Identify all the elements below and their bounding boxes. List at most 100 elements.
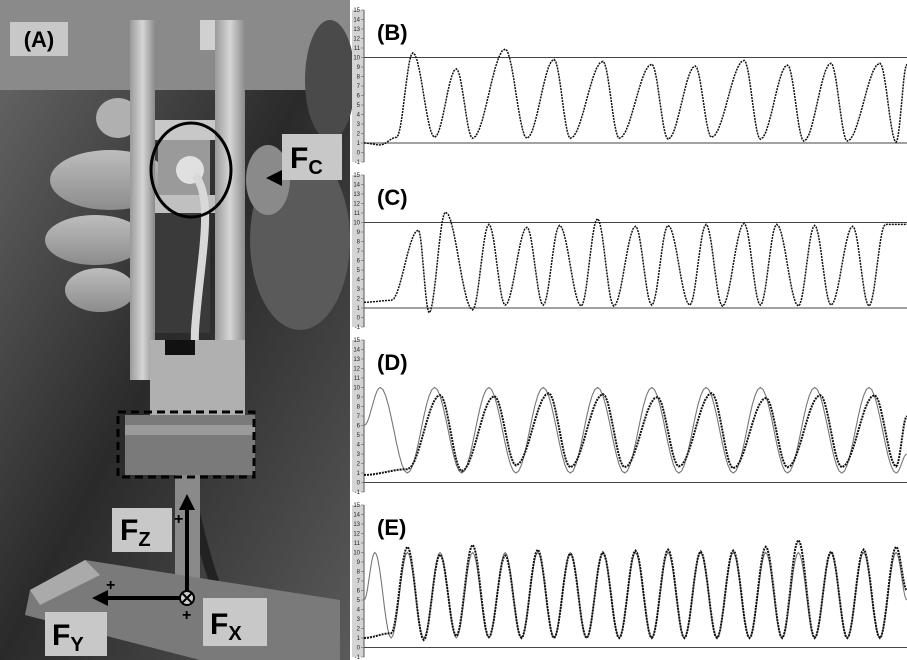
y-tick-label: 4 bbox=[357, 443, 361, 449]
y-tick-label: -1 bbox=[355, 160, 361, 166]
y-tick-label: 7 bbox=[357, 249, 361, 255]
series-line-dotted bbox=[364, 210, 907, 315]
y-tick-label: 14 bbox=[353, 183, 360, 189]
fc-arrowhead bbox=[266, 170, 282, 186]
y-tick-label: 9 bbox=[357, 230, 361, 236]
sensor-dashed-box bbox=[116, 410, 256, 479]
connector-ellipse bbox=[149, 121, 233, 219]
y-tick-label: 10 bbox=[353, 221, 360, 227]
y-tick-label: 13 bbox=[353, 192, 360, 198]
y-tick-label: 15 bbox=[353, 8, 360, 14]
y-tick-label: 2 bbox=[357, 132, 361, 138]
y-tick-label: 15 bbox=[353, 338, 360, 344]
panel-label: (B) bbox=[377, 20, 408, 45]
panel-label: (D) bbox=[377, 350, 408, 375]
y-tick-label: 3 bbox=[357, 287, 361, 293]
fz-label-box bbox=[112, 508, 172, 552]
fc-label-box bbox=[282, 134, 342, 180]
y-tick-label: 9 bbox=[357, 395, 361, 401]
y-tick-label: 12 bbox=[353, 202, 360, 208]
y-tick-label: 8 bbox=[357, 75, 361, 81]
y-tick-label: 2 bbox=[357, 297, 361, 303]
y-tick-label: 6 bbox=[357, 94, 361, 100]
white-cable bbox=[186, 172, 210, 561]
chart-panel bbox=[352, 340, 907, 492]
y-tick-label: 11 bbox=[354, 376, 361, 382]
y-tick-label: 8 bbox=[357, 405, 361, 411]
y-tick-label: 1 bbox=[357, 471, 361, 477]
y-tick-label: 4 bbox=[357, 113, 361, 119]
y-tick-label: 0 bbox=[357, 316, 361, 322]
y-tick-label: 9 bbox=[357, 560, 361, 566]
y-tick-label: 2 bbox=[357, 627, 361, 633]
y-tick-label: 0 bbox=[357, 151, 361, 157]
y-tick-label: 12 bbox=[353, 532, 360, 538]
y-tick-label: 6 bbox=[357, 259, 361, 265]
y-tick-label: 11 bbox=[354, 211, 361, 217]
y-tick-label: 7 bbox=[357, 579, 361, 585]
y-tick-label: 12 bbox=[353, 37, 360, 43]
y-tick-label: -1 bbox=[355, 490, 361, 496]
fy-label: FY bbox=[52, 619, 84, 656]
y-tick-label: 3 bbox=[357, 122, 361, 128]
y-tick-label: 14 bbox=[353, 513, 360, 519]
fz-arrowhead bbox=[179, 494, 195, 510]
left-hand bbox=[45, 98, 170, 312]
y-tick-label: 11 bbox=[354, 46, 361, 52]
fx-sign: + bbox=[182, 607, 191, 624]
y-tick-label: 1 bbox=[357, 636, 361, 642]
fz-label: FZ bbox=[120, 514, 151, 551]
chart-panel bbox=[352, 175, 907, 327]
y-tick-label: 4 bbox=[357, 608, 361, 614]
y-tick-label: 0 bbox=[357, 481, 361, 487]
y-tick-label: 3 bbox=[357, 452, 361, 458]
fc-label: FC bbox=[290, 142, 323, 179]
y-tick-label: 1 bbox=[357, 306, 361, 312]
y-tick-label: 14 bbox=[353, 348, 360, 354]
y-tick-label: -1 bbox=[355, 655, 361, 660]
y-tick-label: 7 bbox=[357, 84, 361, 90]
y-tick-label: 2 bbox=[357, 462, 361, 468]
y-tick-label: 0 bbox=[357, 646, 361, 652]
y-tick-label: 13 bbox=[353, 27, 360, 33]
y-tick-label: 5 bbox=[357, 598, 361, 604]
fx-label: FX bbox=[210, 608, 242, 645]
y-tick-label: 5 bbox=[357, 433, 361, 439]
y-tick-label: 9 bbox=[357, 65, 361, 71]
y-tick-label: 6 bbox=[357, 424, 361, 430]
y-tick-label: 8 bbox=[357, 240, 361, 246]
aluminium-frame bbox=[130, 20, 245, 390]
y-tick-label: 4 bbox=[357, 278, 361, 284]
y-tick-label: 15 bbox=[353, 173, 360, 179]
y-tick-label: 5 bbox=[357, 268, 361, 274]
series-line-dotted bbox=[364, 48, 907, 146]
series-line-thin-gray bbox=[363, 386, 907, 474]
y-tick-label: 3 bbox=[357, 617, 361, 623]
y-tick-label: 14 bbox=[353, 18, 360, 24]
y-tick-label: 12 bbox=[353, 367, 360, 373]
y-tick-label: 10 bbox=[353, 56, 360, 62]
fy-arrowhead bbox=[92, 590, 108, 606]
panel-a-label-box bbox=[10, 22, 68, 56]
y-tick-label: 7 bbox=[357, 414, 361, 420]
right-hand bbox=[246, 20, 355, 330]
y-tick-label: 1 bbox=[357, 141, 361, 147]
series-line-thick-dotted bbox=[363, 391, 907, 476]
panel-a-label: (A) bbox=[24, 27, 55, 52]
fz-sign: + bbox=[174, 511, 183, 528]
y-tick-label: 13 bbox=[353, 522, 360, 528]
series-line-thick-dotted bbox=[363, 538, 907, 642]
y-tick-label: 8 bbox=[357, 570, 361, 576]
y-tick-label: -1 bbox=[355, 325, 361, 331]
y-tick-label: 15 bbox=[353, 503, 360, 509]
chart-panel bbox=[352, 10, 907, 162]
fy-sign: + bbox=[106, 577, 115, 594]
fx-label-box bbox=[203, 598, 267, 646]
y-tick-label: 5 bbox=[357, 103, 361, 109]
panel-label: (E) bbox=[377, 515, 406, 540]
y-tick-label: 10 bbox=[353, 551, 360, 557]
panel-label: (C) bbox=[377, 185, 408, 210]
y-tick-label: 13 bbox=[353, 357, 360, 363]
